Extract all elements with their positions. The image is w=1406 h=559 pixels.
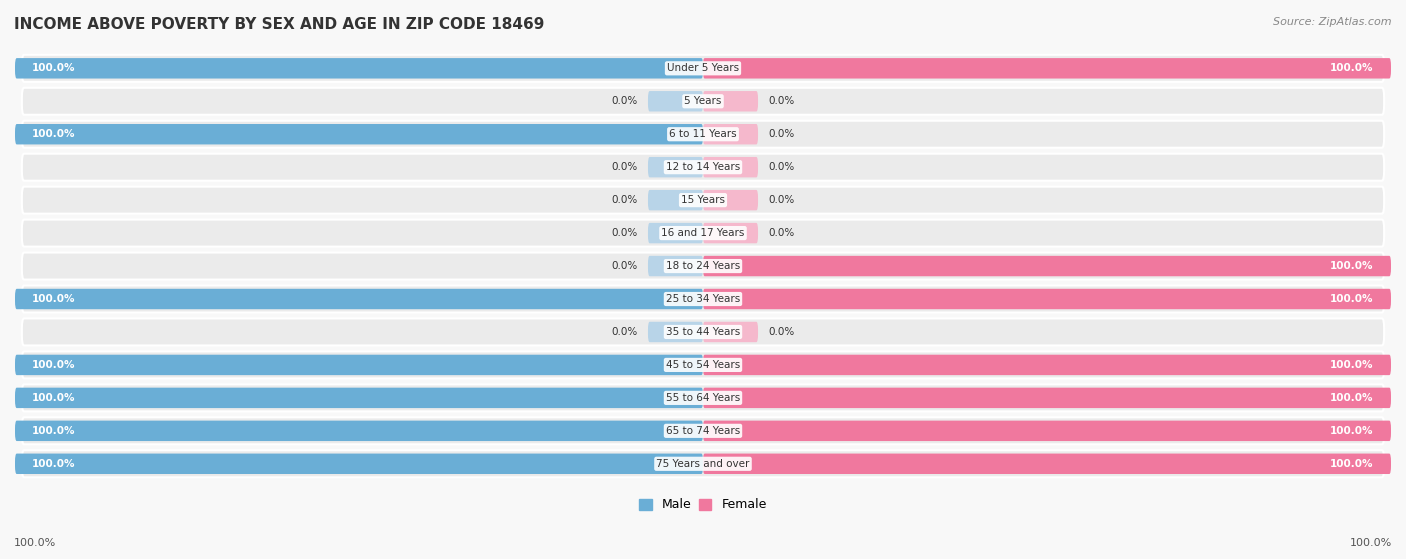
FancyBboxPatch shape xyxy=(15,387,703,408)
Text: 100.0%: 100.0% xyxy=(1330,294,1374,304)
Text: 100.0%: 100.0% xyxy=(1330,261,1374,271)
FancyBboxPatch shape xyxy=(703,91,758,111)
Text: 100.0%: 100.0% xyxy=(1330,393,1374,403)
FancyBboxPatch shape xyxy=(22,88,1384,115)
Text: 0.0%: 0.0% xyxy=(768,327,794,337)
FancyBboxPatch shape xyxy=(648,223,703,243)
Text: 100.0%: 100.0% xyxy=(14,538,56,548)
FancyBboxPatch shape xyxy=(703,453,1391,474)
Text: 100.0%: 100.0% xyxy=(1350,538,1392,548)
Legend: Male, Female: Male, Female xyxy=(634,494,772,517)
Text: 0.0%: 0.0% xyxy=(612,96,638,106)
FancyBboxPatch shape xyxy=(703,289,1391,309)
FancyBboxPatch shape xyxy=(22,253,1384,280)
FancyBboxPatch shape xyxy=(22,352,1384,378)
FancyBboxPatch shape xyxy=(22,286,1384,312)
Text: 0.0%: 0.0% xyxy=(768,129,794,139)
Text: 100.0%: 100.0% xyxy=(1330,63,1374,73)
FancyBboxPatch shape xyxy=(15,355,703,375)
Text: 0.0%: 0.0% xyxy=(768,162,794,172)
Text: 0.0%: 0.0% xyxy=(768,195,794,205)
Text: 6 to 11 Years: 6 to 11 Years xyxy=(669,129,737,139)
FancyBboxPatch shape xyxy=(22,121,1384,148)
FancyBboxPatch shape xyxy=(15,58,703,78)
FancyBboxPatch shape xyxy=(703,190,758,210)
Text: 0.0%: 0.0% xyxy=(612,195,638,205)
FancyBboxPatch shape xyxy=(648,91,703,111)
FancyBboxPatch shape xyxy=(648,322,703,342)
Text: 100.0%: 100.0% xyxy=(32,459,76,469)
Text: Source: ZipAtlas.com: Source: ZipAtlas.com xyxy=(1274,17,1392,27)
FancyBboxPatch shape xyxy=(703,58,1391,78)
FancyBboxPatch shape xyxy=(22,451,1384,477)
FancyBboxPatch shape xyxy=(648,256,703,276)
FancyBboxPatch shape xyxy=(703,420,1391,441)
Text: 12 to 14 Years: 12 to 14 Years xyxy=(666,162,740,172)
Text: 100.0%: 100.0% xyxy=(32,63,76,73)
Text: 100.0%: 100.0% xyxy=(32,426,76,436)
Text: 100.0%: 100.0% xyxy=(32,360,76,370)
Text: 55 to 64 Years: 55 to 64 Years xyxy=(666,393,740,403)
Text: 15 Years: 15 Years xyxy=(681,195,725,205)
Text: 100.0%: 100.0% xyxy=(32,393,76,403)
Text: 35 to 44 Years: 35 to 44 Years xyxy=(666,327,740,337)
FancyBboxPatch shape xyxy=(15,453,703,474)
FancyBboxPatch shape xyxy=(22,187,1384,214)
Text: 100.0%: 100.0% xyxy=(1330,459,1374,469)
Text: 45 to 54 Years: 45 to 54 Years xyxy=(666,360,740,370)
FancyBboxPatch shape xyxy=(703,387,1391,408)
FancyBboxPatch shape xyxy=(22,55,1384,82)
Text: 0.0%: 0.0% xyxy=(768,228,794,238)
Text: 65 to 74 Years: 65 to 74 Years xyxy=(666,426,740,436)
Text: 0.0%: 0.0% xyxy=(768,96,794,106)
Text: 0.0%: 0.0% xyxy=(612,327,638,337)
Text: 18 to 24 Years: 18 to 24 Years xyxy=(666,261,740,271)
Text: 100.0%: 100.0% xyxy=(32,129,76,139)
FancyBboxPatch shape xyxy=(15,124,703,144)
FancyBboxPatch shape xyxy=(703,223,758,243)
FancyBboxPatch shape xyxy=(703,322,758,342)
FancyBboxPatch shape xyxy=(703,355,1391,375)
Text: 100.0%: 100.0% xyxy=(32,294,76,304)
FancyBboxPatch shape xyxy=(648,190,703,210)
Text: 5 Years: 5 Years xyxy=(685,96,721,106)
FancyBboxPatch shape xyxy=(22,154,1384,181)
Text: 100.0%: 100.0% xyxy=(1330,426,1374,436)
FancyBboxPatch shape xyxy=(22,418,1384,444)
Text: INCOME ABOVE POVERTY BY SEX AND AGE IN ZIP CODE 18469: INCOME ABOVE POVERTY BY SEX AND AGE IN Z… xyxy=(14,17,544,32)
Text: Under 5 Years: Under 5 Years xyxy=(666,63,740,73)
FancyBboxPatch shape xyxy=(15,289,703,309)
FancyBboxPatch shape xyxy=(22,385,1384,411)
FancyBboxPatch shape xyxy=(15,420,703,441)
Text: 100.0%: 100.0% xyxy=(1330,360,1374,370)
FancyBboxPatch shape xyxy=(648,157,703,177)
Text: 0.0%: 0.0% xyxy=(612,261,638,271)
Text: 16 and 17 Years: 16 and 17 Years xyxy=(661,228,745,238)
Text: 25 to 34 Years: 25 to 34 Years xyxy=(666,294,740,304)
FancyBboxPatch shape xyxy=(703,157,758,177)
Text: 0.0%: 0.0% xyxy=(612,162,638,172)
Text: 0.0%: 0.0% xyxy=(612,228,638,238)
FancyBboxPatch shape xyxy=(703,256,1391,276)
FancyBboxPatch shape xyxy=(22,220,1384,247)
Text: 75 Years and over: 75 Years and over xyxy=(657,459,749,469)
FancyBboxPatch shape xyxy=(703,124,758,144)
FancyBboxPatch shape xyxy=(22,319,1384,345)
